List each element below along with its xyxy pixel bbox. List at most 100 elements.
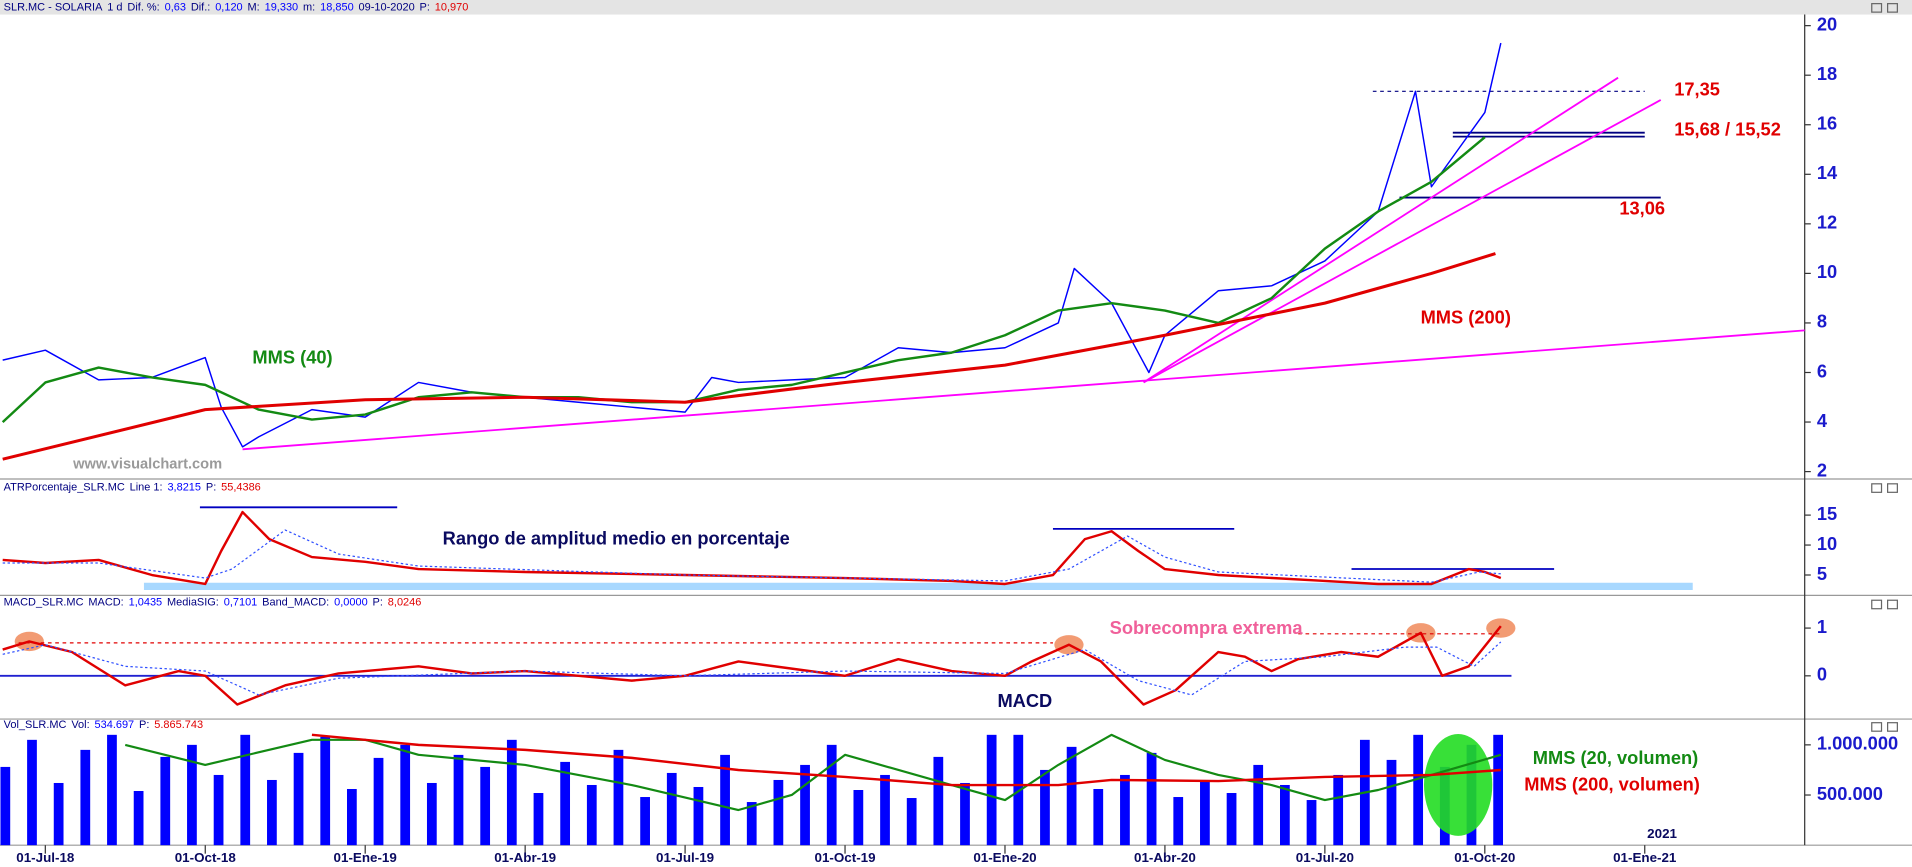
window-button[interactable] (1887, 3, 1898, 13)
volume-bar (1493, 734, 1504, 846)
volume-bar (1333, 774, 1344, 846)
header-item: 5.865.743 (154, 719, 203, 731)
panel-header: MACD_SLR.MC MACD: 1,0435 MediaSIG: 0,7101 Ban… (4, 597, 422, 609)
header-item: 10,970 (435, 1, 469, 13)
volume-bar (906, 798, 917, 846)
annotation: 17,35 (1674, 79, 1720, 100)
y-tick-label: 12 (1817, 212, 1837, 233)
window-button[interactable] (1871, 483, 1883, 493)
annotation: MMS (200, volumen) (1524, 774, 1700, 795)
trend-line (1143, 76, 1619, 384)
y-tick-label: 20 (1817, 13, 1837, 34)
header-item: Line 1: (130, 481, 163, 493)
volume-bar (1200, 779, 1210, 846)
window-button[interactable] (1887, 483, 1898, 493)
annotation: MACD (997, 690, 1052, 711)
window-button[interactable] (1871, 599, 1883, 610)
highlight (1424, 734, 1493, 836)
volume-bar (933, 756, 944, 846)
header-item: 19,330 (265, 1, 299, 13)
volume-bar (613, 749, 624, 846)
header-item: 534.697 (95, 719, 135, 731)
header-item: P: (420, 1, 430, 13)
volume-bar (1146, 752, 1157, 846)
annotation: Sobrecompra extrema (1110, 617, 1304, 638)
window-buttons[interactable] (1871, 3, 1898, 732)
header-item: P: (139, 719, 149, 731)
annotation: MMS (20, volumen) (1533, 747, 1698, 768)
volume-bar (1280, 784, 1290, 846)
volume-bar (1040, 769, 1050, 846)
volume-bar (373, 757, 384, 846)
series-line (2, 529, 1501, 583)
x-tick-label: 01-Ene-19 (334, 850, 397, 865)
y-tick-label: 2 (1817, 459, 1827, 480)
window-button[interactable] (1871, 3, 1883, 13)
header-item: P: (373, 597, 383, 609)
y-tick-label: 0 (1817, 664, 1827, 685)
header-item: 09-10-2020 (359, 1, 415, 13)
y-tick-label: 10 (1817, 533, 1837, 554)
x-tick-label: 01-Jul-20 (1296, 850, 1354, 865)
annotation: 13,06 (1619, 198, 1665, 219)
header-item: P: (206, 481, 216, 493)
volume-bar (1386, 759, 1397, 846)
header-item: 18,850 (320, 1, 354, 13)
volume-bar (187, 744, 197, 846)
header-item: Vol_SLR.MC (4, 719, 67, 731)
header-item: Dif.: (191, 1, 211, 13)
header-item: 0,63 (165, 1, 186, 13)
volume-bar (1253, 764, 1264, 846)
x-tick-label: 01-Ene-20 (973, 850, 1036, 865)
volume-bar (506, 739, 517, 846)
volume-bar (533, 793, 544, 846)
y-tick-label: 6 (1817, 360, 1827, 381)
volume-bar (986, 734, 997, 846)
volume-bar (53, 782, 64, 846)
series-line (2, 42, 1502, 448)
window-button[interactable] (1887, 722, 1898, 732)
volume-bar (693, 786, 704, 846)
volume-bar (160, 756, 171, 846)
y-tick-label: 1.000.000 (1817, 733, 1898, 754)
panel-header: SLR.MC - SOLARIA 1 d Dif. %: 0,63 Dif.: 0,120… (4, 1, 469, 13)
volume-bar (720, 754, 730, 846)
volume-bar (1306, 800, 1317, 846)
volume-bar (240, 734, 251, 846)
y-tick-label: 1 (1817, 616, 1827, 637)
header-item: Vol: (71, 719, 89, 731)
volume-bar (27, 739, 37, 846)
header-item: M: (248, 1, 260, 13)
header-item: 55,4386 (221, 481, 261, 493)
y-tick-label: 14 (1817, 162, 1838, 183)
panel-header: Vol_SLR.MC Vol: 534.697 P: 5.865.743 (4, 719, 203, 731)
window-button[interactable] (1871, 722, 1883, 732)
series-line (2, 625, 1502, 706)
series-line (2, 641, 1502, 696)
x-tick-label: 01-Abr-20 (1134, 850, 1196, 865)
volume-bar (1173, 797, 1184, 846)
y-tick-label: 15 (1817, 503, 1837, 524)
y-tick-label: 500.000 (1817, 783, 1883, 804)
window-button[interactable] (1887, 599, 1898, 610)
volume-bar (560, 761, 571, 846)
header-item: SLR.MC - SOLARIA (4, 1, 103, 13)
year-label: 2021 (1647, 826, 1677, 841)
volume-bar (586, 784, 597, 846)
volume-bar (133, 791, 144, 846)
header-band (0, 0, 1912, 15)
volume-bar (800, 764, 810, 846)
series-line (311, 733, 1501, 787)
annotation: 15,68 / 15,52 (1674, 119, 1781, 140)
header-item: 0,0000 (334, 597, 368, 609)
volume-bar (346, 788, 357, 846)
volume-bar (293, 752, 304, 846)
trend-line (1143, 99, 1662, 384)
volume-bar (400, 744, 411, 846)
volume-bar (213, 774, 224, 846)
series-line (1, 136, 1486, 423)
volume-bar (1066, 746, 1077, 846)
y-tick-label: 16 (1817, 113, 1837, 134)
header-item: m: (303, 1, 315, 13)
